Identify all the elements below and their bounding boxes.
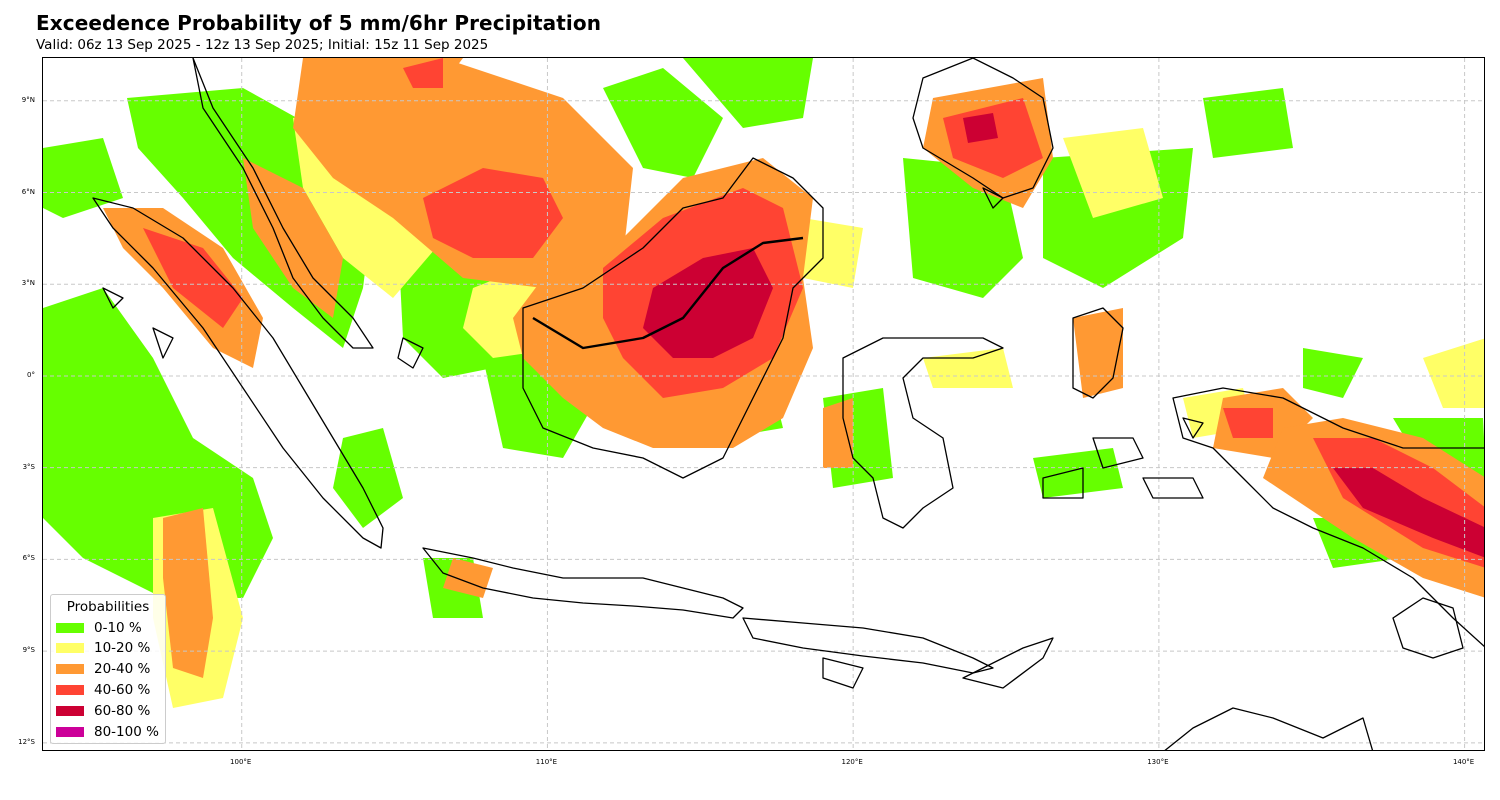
lat-tick-label: 0° bbox=[27, 370, 35, 379]
legend-label: 10-20 % bbox=[94, 640, 151, 656]
map-panel[interactable] bbox=[42, 57, 1485, 751]
legend-label: 20-40 % bbox=[94, 661, 151, 677]
legend-label: 0-10 % bbox=[94, 620, 142, 636]
map-title: Exceedence Probability of 5 mm/6hr Preci… bbox=[36, 11, 602, 35]
lat-tick-label: 6°S bbox=[22, 554, 35, 563]
precipitation-map[interactable] bbox=[43, 58, 1485, 751]
legend-swatch bbox=[56, 664, 84, 674]
legend-swatch bbox=[56, 706, 84, 716]
legend-item: 0-10 % bbox=[56, 620, 142, 636]
lon-tick-label: 100°E bbox=[230, 758, 252, 766]
map-gridlines bbox=[43, 58, 1484, 750]
legend-title: Probabilities bbox=[66, 599, 150, 615]
lat-tick-label: 12°S bbox=[18, 737, 35, 746]
lat-tick-label: 3°S bbox=[22, 462, 35, 471]
legend-label: 40-60 % bbox=[94, 682, 151, 698]
legend-box: Probabilities 0-10 % 10-20 % 20-40 % 40-… bbox=[50, 594, 166, 744]
lon-tick-label: 140°E bbox=[1452, 758, 1475, 766]
legend-item: 80-100 % bbox=[56, 724, 159, 740]
legend-label: 80-100 % bbox=[94, 724, 159, 740]
lat-tick-label: 9°S bbox=[22, 646, 35, 655]
map-subtitle: Valid: 06z 13 Sep 2025 - 12z 13 Sep 2025… bbox=[36, 37, 489, 53]
lat-tick-label: 6°N bbox=[21, 187, 35, 196]
legend-item: 60-80 % bbox=[56, 703, 150, 719]
lon-tick-label: 110°E bbox=[535, 758, 558, 766]
legend-item: 10-20 % bbox=[56, 640, 150, 656]
legend-swatch bbox=[56, 685, 84, 695]
legend-label: 60-80 % bbox=[94, 703, 151, 719]
legend-item: 20-40 % bbox=[56, 661, 150, 677]
lon-tick-label: 130°E bbox=[1147, 758, 1169, 766]
legend-swatch bbox=[56, 643, 84, 653]
lon-tick-label: 120°E bbox=[841, 758, 863, 766]
coastlines bbox=[92, 58, 1484, 750]
legend-swatch bbox=[56, 727, 84, 737]
legend-item: 40-60 % bbox=[56, 682, 150, 698]
lat-tick-label: 9°N bbox=[21, 95, 35, 104]
lat-tick-label: 3°N bbox=[21, 279, 35, 288]
legend-swatch bbox=[56, 623, 84, 633]
probability-fields bbox=[43, 58, 1484, 708]
